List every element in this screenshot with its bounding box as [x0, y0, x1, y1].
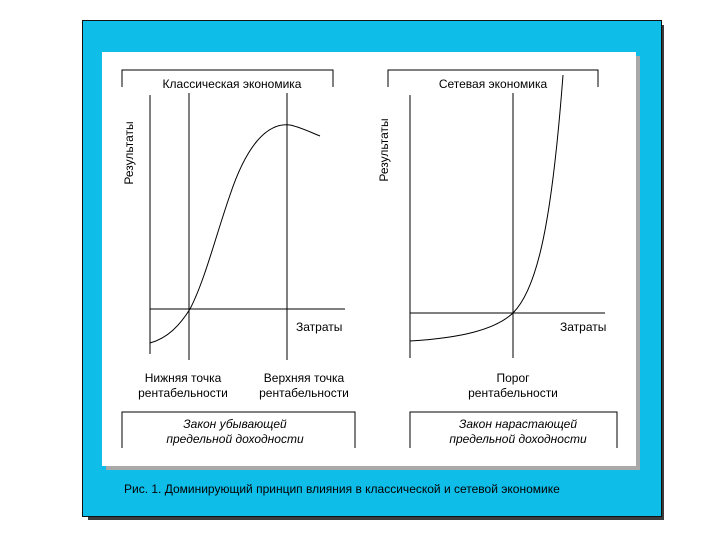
classical-law-line2: предельной доходности [166, 432, 304, 446]
classical-title-bracket [121, 69, 334, 87]
lower-point-line2: рентабельности [138, 386, 228, 400]
classical-diagram: Классическая экономика Результаты Затрат… [121, 69, 356, 448]
threshold-line2: рентабельности [468, 386, 558, 400]
s-curve [149, 124, 321, 344]
network-diagram: Сетевая экономика Результаты Затраты Пор… [377, 69, 618, 448]
diagram-panel [102, 52, 636, 466]
network-y-label: Результаты [377, 118, 391, 181]
exponential-curve [409, 74, 564, 342]
classical-law-line1: Закон убывающей [183, 417, 287, 431]
upper-point-line2: рентабельности [259, 386, 349, 400]
classical-law-box [121, 411, 356, 448]
classical-x-label: Затраты [296, 320, 342, 334]
network-law-line2: предельной доходности [449, 432, 587, 446]
classical-title: Классическая экономика [163, 77, 302, 91]
network-title: Сетевая экономика [439, 77, 548, 91]
threshold-line1: Порог [496, 371, 530, 385]
network-x-label: Затраты [560, 320, 606, 334]
classical-y-label: Результаты [122, 121, 136, 184]
lower-point-line1: Нижняя точка [145, 371, 222, 385]
network-law-box [409, 411, 618, 448]
upper-point-line1: Верхняя точка [264, 371, 345, 385]
network-title-bracket [387, 69, 599, 87]
network-law-line1: Закон нарастающей [459, 417, 577, 431]
figure-caption: Рис. 1. Доминирующий принцип влияния в к… [124, 482, 560, 496]
